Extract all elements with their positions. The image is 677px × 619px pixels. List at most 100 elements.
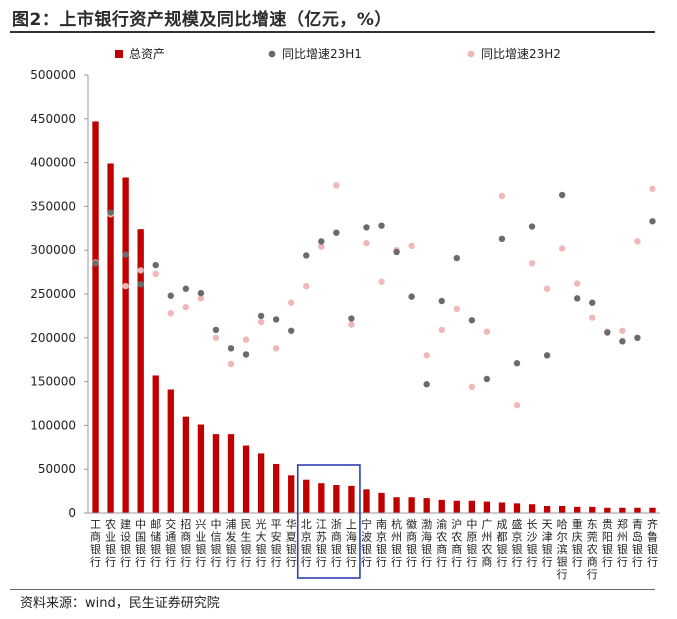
scatter-point <box>288 299 295 306</box>
x-tick-label: 哈尔滨银行 <box>557 518 568 581</box>
scatter-point <box>92 260 99 267</box>
scatter-point <box>122 251 129 258</box>
x-tick-label: 工商银行 <box>90 518 101 569</box>
x-tick-label: 中信银行 <box>210 518 221 569</box>
scatter-point <box>272 316 280 323</box>
scatter-point <box>649 185 656 193</box>
y-tick-label: 0 <box>68 506 76 520</box>
scatter-point <box>528 223 536 230</box>
legend: 总资产 同比增速23H1 同比增速23H2 <box>115 47 561 61</box>
bar <box>257 453 265 513</box>
x-tick-label: 招商银行 <box>180 517 191 569</box>
x-tick-label: 兴业银行 <box>195 518 206 569</box>
y-tick-label: 200000 <box>30 331 76 345</box>
scatter-point <box>528 260 536 267</box>
scatter-point <box>604 329 611 336</box>
y-tick-label: 50000 <box>38 462 76 476</box>
scatter-point <box>408 293 415 300</box>
scatter-point <box>257 312 265 320</box>
scatter-point <box>378 278 385 285</box>
bar <box>604 507 611 513</box>
scatter-point <box>558 191 566 199</box>
scatter-point <box>137 267 144 274</box>
scatter-point <box>634 334 641 341</box>
scatter-point <box>453 305 460 313</box>
y-tick-label: 450000 <box>30 112 76 126</box>
scatter-point <box>589 299 596 306</box>
scatter-point <box>152 270 159 278</box>
x-tick-label: 沪农商行 <box>451 517 462 569</box>
scatter-point <box>408 242 415 250</box>
bar <box>378 492 385 513</box>
y-tick-label: 150000 <box>30 375 76 389</box>
scatter-point <box>318 243 325 250</box>
x-tick-label: 贵阳银行 <box>602 518 613 569</box>
scatter-point <box>649 218 656 225</box>
scatter-point <box>303 252 310 259</box>
scatter-point <box>498 235 506 243</box>
x-tick-label: 建设银行 <box>120 517 131 569</box>
scatter-point <box>107 209 114 216</box>
bar <box>589 506 596 513</box>
bar <box>92 121 99 513</box>
x-tick-label: 盛京银行 <box>512 517 523 569</box>
scatter-point <box>348 315 355 322</box>
scatter-point <box>574 280 581 287</box>
scatter-point <box>333 182 340 189</box>
scatter-point <box>167 310 174 317</box>
bar <box>543 505 551 513</box>
bar <box>619 507 626 513</box>
x-tick-label: 华夏银行 <box>286 517 297 569</box>
scatter-point <box>363 239 370 247</box>
scatter-point <box>212 326 220 334</box>
scatter-point <box>513 360 521 367</box>
legend-label: 总资产 <box>129 47 165 61</box>
chart-title: 图2：上市银行资产规模及同比增速（亿元，%） <box>12 10 392 30</box>
scatter-point <box>438 297 445 305</box>
scatter-point <box>227 360 235 368</box>
scatter-point <box>257 318 265 326</box>
x-tick-label: 郑州银行 <box>617 517 628 569</box>
scatter-point <box>483 375 491 383</box>
highlight-group <box>296 464 361 579</box>
x-tick-label: 浦发银行 <box>226 518 237 569</box>
legend-swatch <box>467 50 475 58</box>
scatter-point <box>167 292 174 299</box>
x-tick-label: 青岛银行 <box>632 518 643 569</box>
x-tick-label: 上海银行 <box>346 518 357 569</box>
y-tick-label: 250000 <box>30 287 76 301</box>
x-tick-label: 长沙银行 <box>527 518 538 569</box>
x-tick-label: 江苏银行 <box>316 518 327 569</box>
x-tick-label: 交通银行 <box>165 517 176 569</box>
legend-swatch <box>115 50 123 58</box>
scatter-point <box>589 314 596 321</box>
scatter-point <box>197 295 205 302</box>
bar <box>468 500 476 513</box>
scatter-point <box>272 345 280 352</box>
x-tick-label: 浙商银行 <box>331 518 342 569</box>
scatter-series <box>92 182 656 409</box>
scatter-point <box>543 285 551 292</box>
x-tick-label: 中原银行 <box>466 518 477 569</box>
x-tick-label: 农业银行 <box>105 517 116 569</box>
scatter-point <box>212 334 220 341</box>
bar <box>348 485 355 513</box>
scatter-point <box>393 248 400 256</box>
bar <box>303 479 310 513</box>
scatter-point <box>468 383 476 391</box>
scatter-point <box>318 238 325 245</box>
scatter-point <box>498 192 506 200</box>
scatter-point <box>348 321 355 328</box>
x-tick-label: 成都银行 <box>496 518 507 569</box>
x-tick-label: 邮储银行 <box>150 518 161 569</box>
bar <box>483 501 491 513</box>
title-rule <box>10 31 655 33</box>
scatter-point <box>574 295 581 302</box>
scatter-point <box>438 326 445 334</box>
x-tick-label: 北京银行 <box>301 518 312 569</box>
x-tick-label: 民生银行 <box>241 518 252 569</box>
x-tick-label: 天津银行 <box>542 518 553 569</box>
scatter-point <box>152 261 159 269</box>
bar <box>649 507 656 513</box>
bar <box>167 389 174 513</box>
